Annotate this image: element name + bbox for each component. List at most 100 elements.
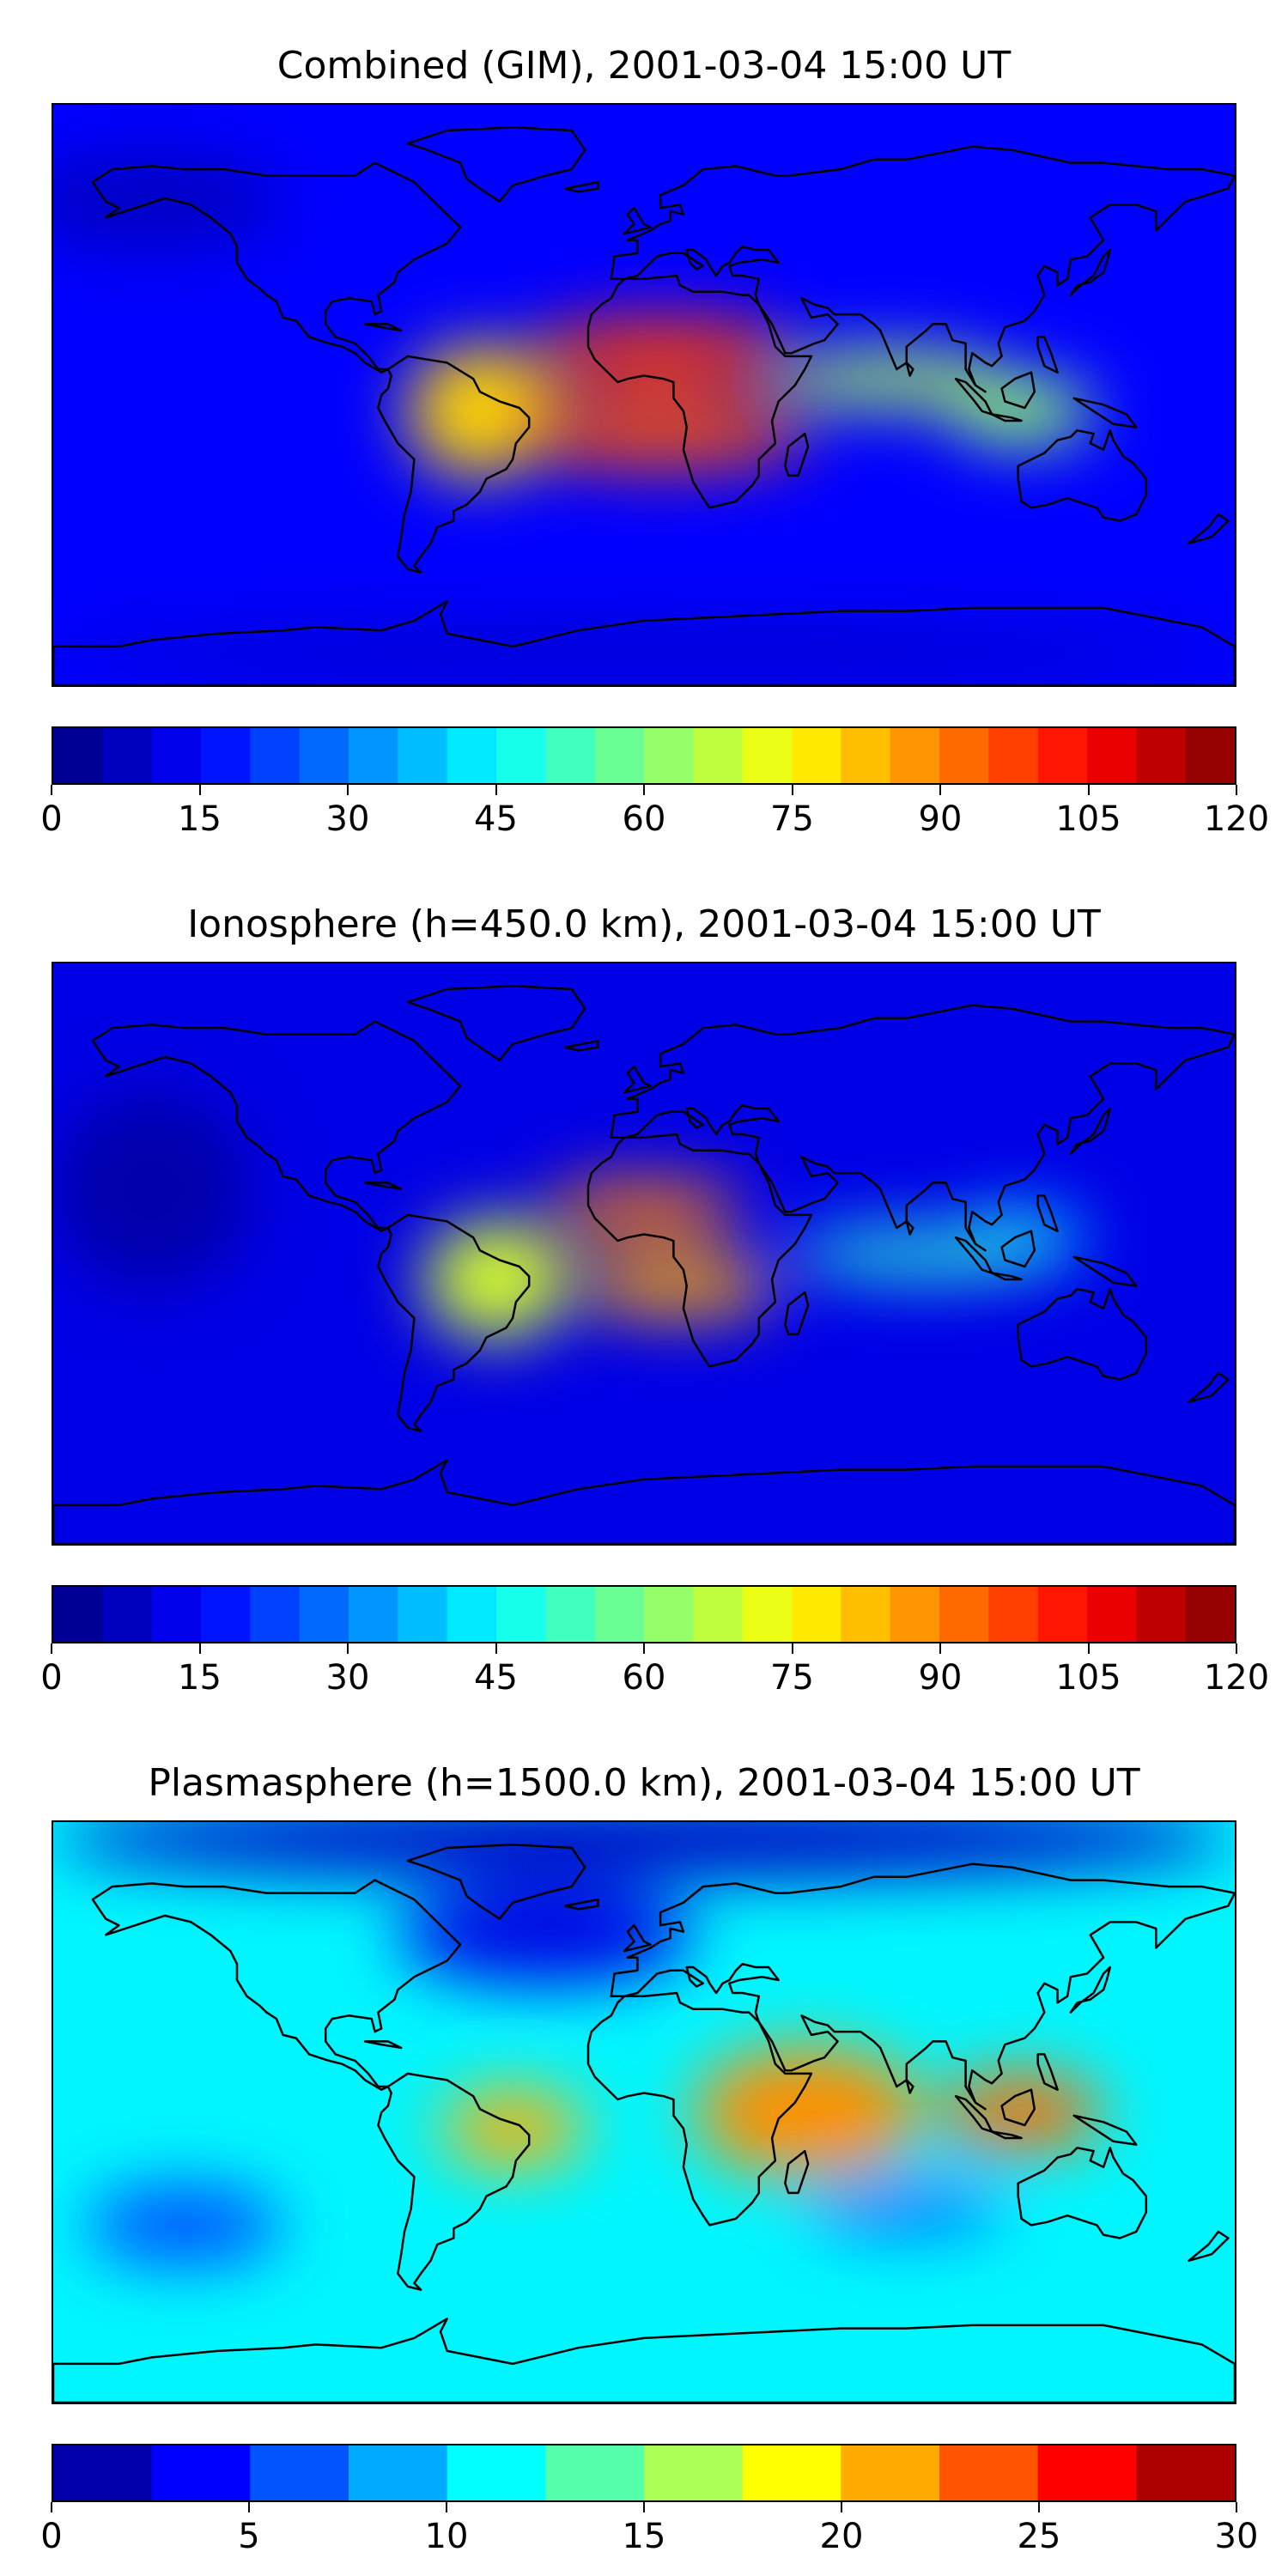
coastline [1069, 1107, 1112, 1155]
colorbar-segment [349, 1587, 398, 1642]
coastline [1072, 2114, 1138, 2146]
coastline [784, 2149, 810, 2195]
colorbar-segment [102, 1587, 153, 1642]
colorbar-tick [939, 1643, 941, 1654]
colorbar-tick [1236, 785, 1237, 795]
colorbar-tick [841, 2502, 842, 2512]
heatmap-feature [53, 152, 283, 251]
colorbar-segment [545, 2445, 645, 2500]
coastline [53, 600, 1235, 685]
colorbar-tick-label: 75 [770, 1658, 814, 1698]
colorbar-segment [742, 728, 793, 783]
colorbar-segment [841, 728, 891, 783]
colorbar-segment [1037, 2445, 1137, 2500]
colorbar-segment [201, 1587, 251, 1642]
colorbar-tick [446, 2502, 447, 2512]
coastline [610, 1862, 1235, 2111]
colorbar-tick-label: 0 [40, 1658, 63, 1698]
colorbar-tick [198, 1643, 201, 1654]
colorbar-tick [51, 1643, 52, 1654]
coastline [1188, 1371, 1230, 1404]
colorbar-segment [1185, 1587, 1235, 1642]
colorbar-tick-label: 105 [1055, 1658, 1121, 1698]
colorbar-segment [299, 1587, 349, 1642]
colorbar-tick-label: 25 [1017, 2517, 1061, 2556]
colorbar-ticks: 0 5 10 15 20 25 30 [40, 2502, 1258, 2556]
colorbar-tick [1087, 785, 1090, 795]
colorbar-segment [1185, 728, 1235, 783]
colorbar-tick-label: 30 [325, 1658, 370, 1698]
coastline [784, 1291, 810, 1336]
colorbar-segment [250, 1587, 301, 1642]
colorbar-ticks: 0 15 30 45 60 75 90 105 120 [40, 785, 1269, 839]
coastline [1017, 429, 1148, 522]
coastline [1036, 1194, 1059, 1232]
colorbar-segment [890, 1587, 940, 1642]
coastline [1069, 1965, 1112, 2014]
coastline [406, 1844, 586, 1920]
colorbar-segment [644, 728, 694, 783]
colorbar-segment [1087, 1587, 1137, 1642]
colorbar-tick-label: 45 [474, 1658, 518, 1698]
heatmap-svg [53, 105, 1235, 685]
coastline [905, 2079, 914, 2094]
coastline [1072, 1255, 1138, 1287]
colorbar-tick-label: 15 [178, 799, 222, 839]
colorbar-segment [349, 728, 398, 783]
heatmap-feature [86, 2185, 283, 2265]
colorbar-segment [545, 1587, 596, 1642]
map [52, 1820, 1236, 2404]
colorbar-tick [643, 1643, 645, 1654]
colorbar-segment [151, 2445, 251, 2500]
chart-title: Combined (GIM), 2001-03-04 15:00 UT [276, 44, 1012, 88]
colorbar-segment [151, 1587, 202, 1642]
coastline [564, 180, 599, 193]
colorbar-segment [447, 728, 497, 783]
coastline [1017, 1288, 1148, 1381]
colorbar-svg [53, 1587, 1235, 1642]
colorbar-segment [151, 728, 202, 783]
coastline [1188, 513, 1230, 545]
colorbar-segment [841, 2445, 940, 2500]
colorbar-segment [988, 1587, 1039, 1642]
colorbar-tick-label: 120 [1203, 1658, 1270, 1698]
coastline [623, 1065, 652, 1094]
colorbar-tick [198, 785, 201, 795]
colorbar-tick [939, 785, 941, 795]
chart-title: Ionosphere (h=450.0 km), 2001-03-04 15:0… [187, 902, 1101, 946]
colorbar-tick-label: 90 [918, 799, 963, 839]
colorbar-segment [102, 728, 153, 783]
colorbar-tick-label: 15 [622, 2517, 666, 2556]
heatmap-svg [53, 963, 1235, 1544]
colorbar-segment [447, 1587, 497, 1642]
colorbar-tick [495, 785, 497, 795]
coastline [53, 2318, 1235, 2403]
colorbar-tick [248, 2502, 250, 2512]
colorbar-segment [742, 2445, 841, 2500]
heatmap-feature [939, 2073, 1104, 2152]
colorbar-tick [791, 1643, 793, 1654]
coastline [905, 361, 914, 377]
coastline [1000, 371, 1036, 410]
coastline [1072, 397, 1138, 428]
colorbar-segment [939, 2445, 1039, 2500]
colorbar-tick [1236, 1643, 1237, 1654]
coastline [564, 1039, 599, 1052]
coastline [377, 1213, 531, 1432]
colorbar-tick [51, 2502, 52, 2512]
coastline [905, 1220, 914, 1236]
coastline [363, 1182, 403, 1191]
colorbar-segment [988, 728, 1039, 783]
coastline [586, 1991, 813, 2227]
heatmap-feature [693, 2046, 923, 2178]
coastline [53, 1459, 1235, 1544]
colorbar-segment [299, 728, 349, 783]
coastline [91, 1020, 462, 1232]
coastline [377, 2072, 531, 2291]
heatmap-feature [545, 1182, 743, 1235]
colorbar-segment [792, 1587, 841, 1642]
colorbar-tick-label: 20 [819, 2517, 864, 2556]
colorbar-tick-label: 0 [40, 2517, 63, 2556]
colorbar-segment [693, 1587, 744, 1642]
coastline [586, 1133, 813, 1368]
